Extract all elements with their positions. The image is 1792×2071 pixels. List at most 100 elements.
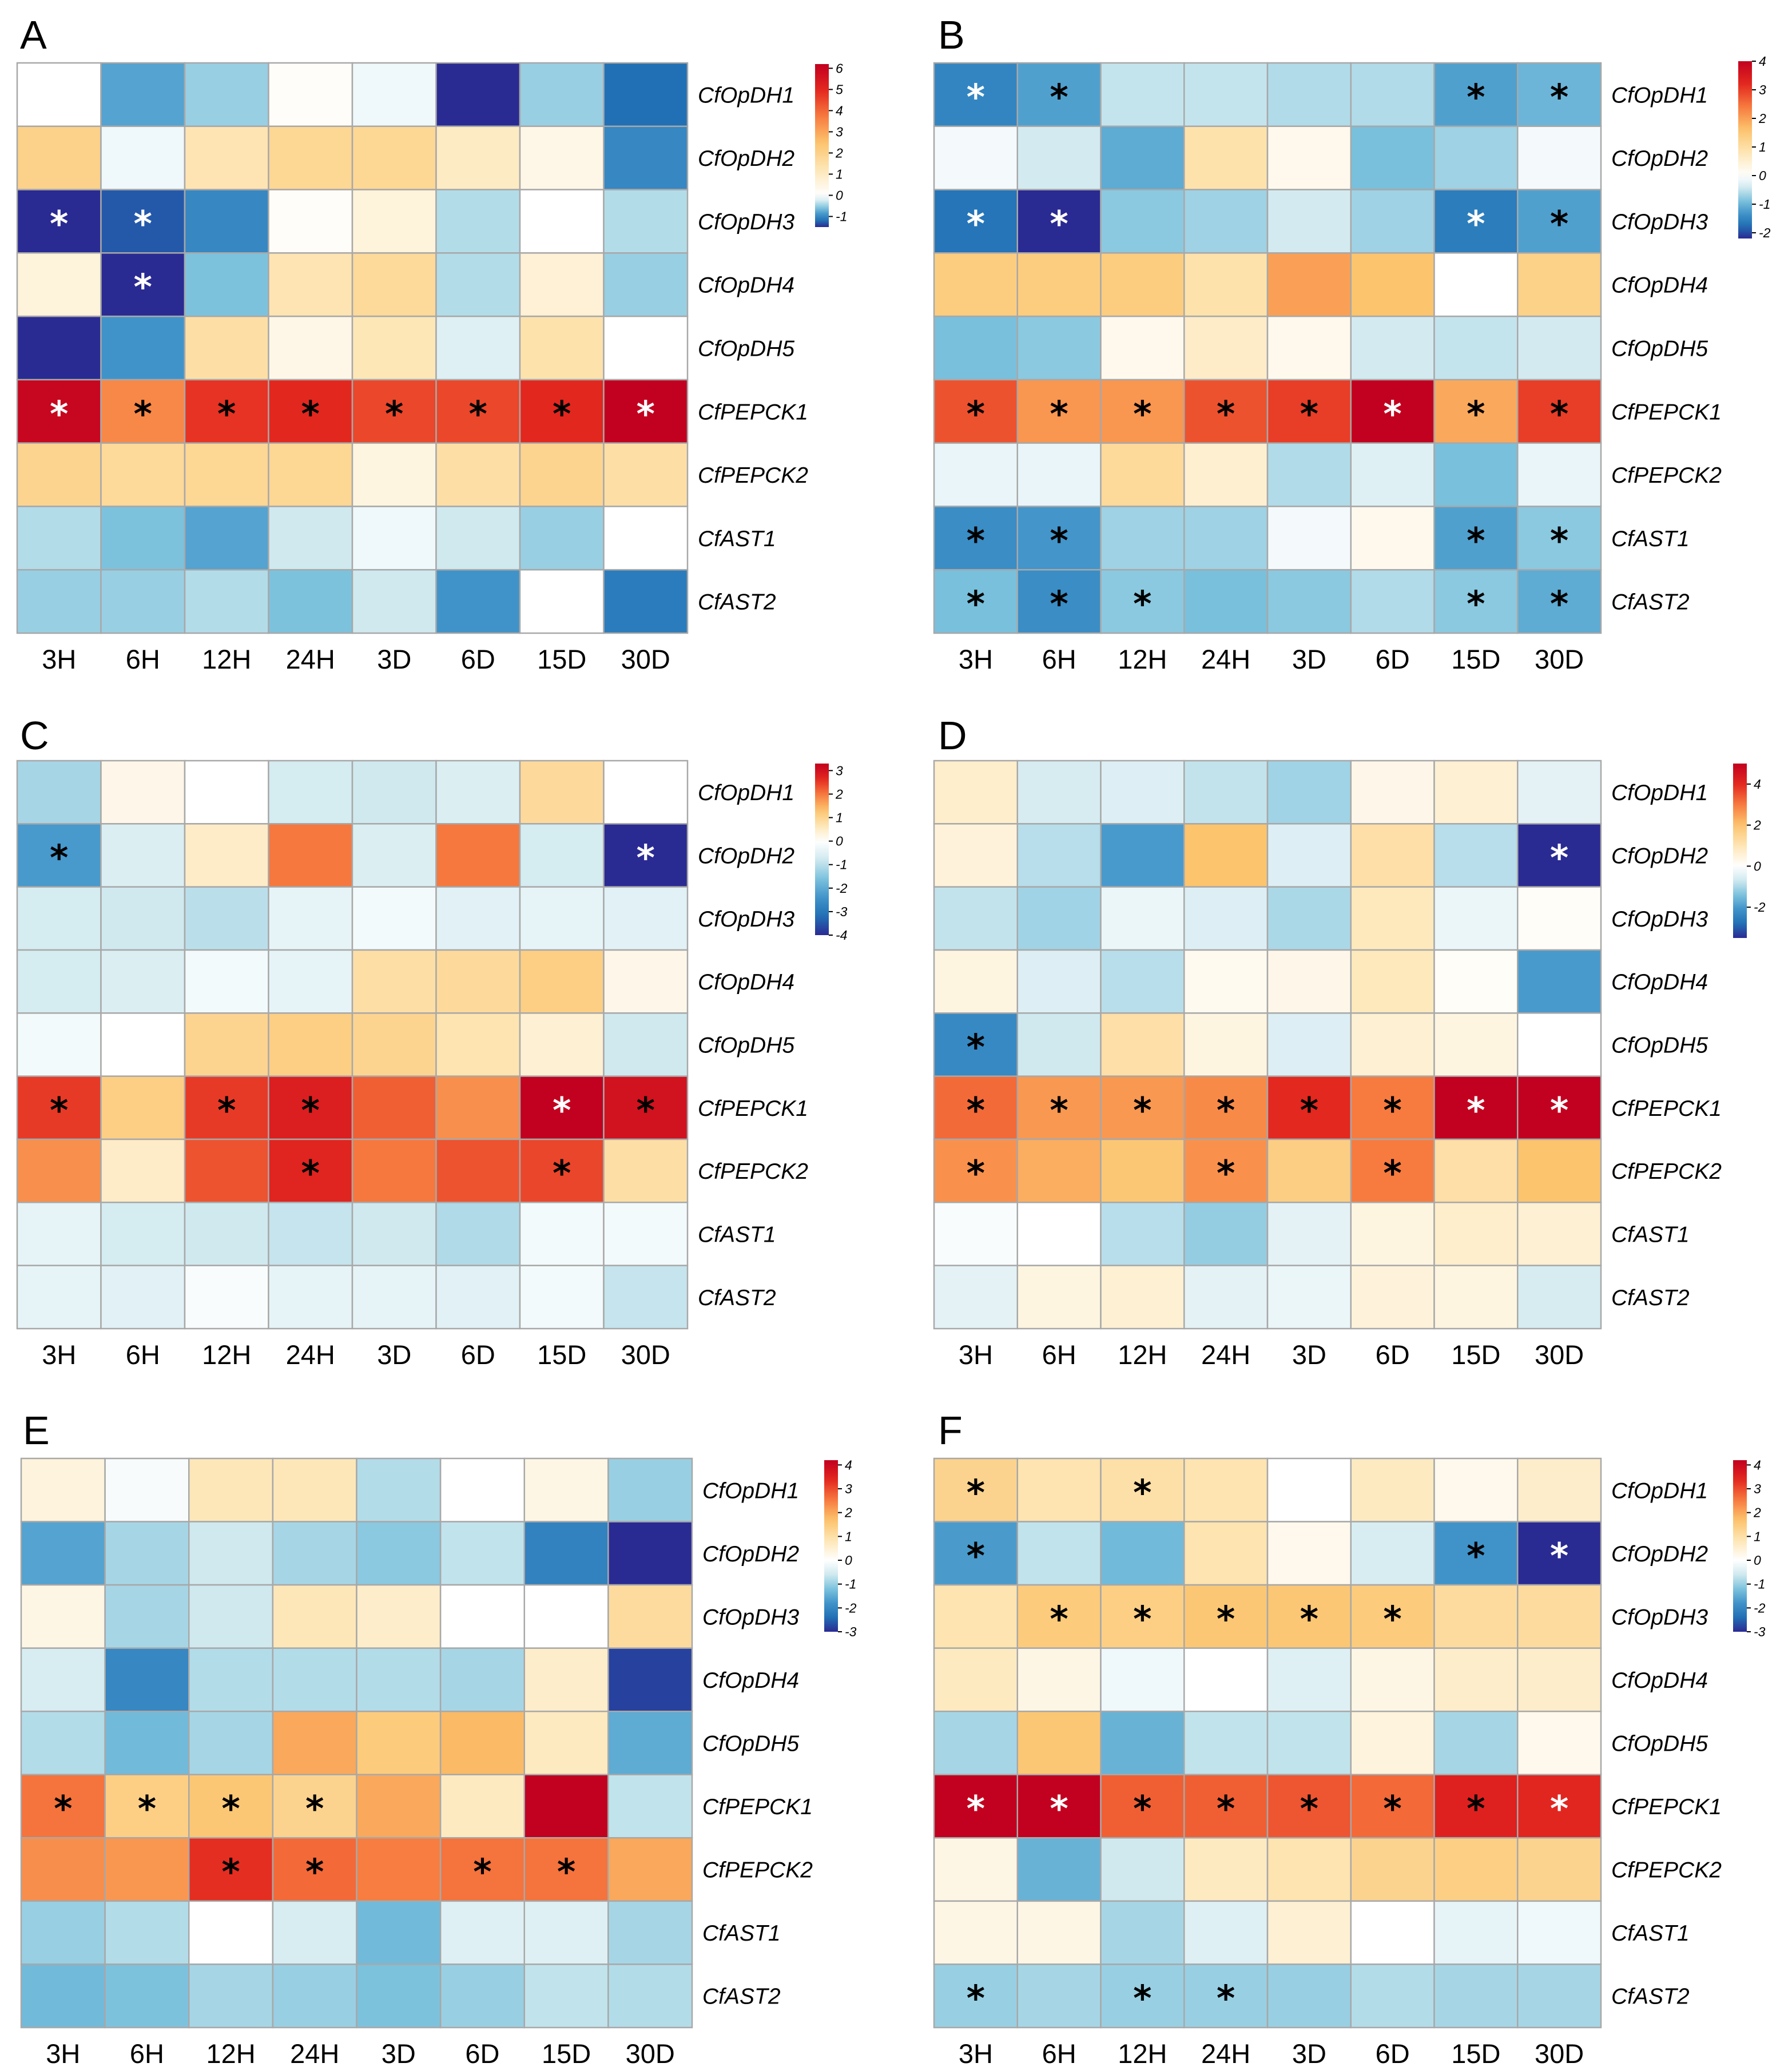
significance-marker: *: [1133, 393, 1151, 435]
heatmap-panel-e: E * * * * * * * * CfOpDH1 CfOpDH2 CfOpDH3 CfOpDH4 CfO…: [20, 1408, 857, 2069]
significance-marker: *: [1133, 1598, 1151, 1640]
heatmap-cell: [1100, 1138, 1185, 1203]
heatmap-cell: [1433, 1265, 1519, 1330]
heatmap-cell: [272, 1647, 357, 1712]
heatmap-cell: [188, 1457, 274, 1523]
significance-marker: *: [1383, 1152, 1401, 1194]
heatmap-cell: [1350, 1900, 1435, 1965]
heatmap-cell: [272, 1521, 357, 1586]
heatmap-cell: [439, 1457, 525, 1523]
heatmap-cell: [603, 569, 689, 634]
significance-marker: *: [134, 393, 152, 435]
heatmap-cell: [20, 1647, 106, 1712]
heatmap-cell: [184, 506, 269, 571]
column-label: 30D: [621, 644, 670, 674]
colorbar: [815, 764, 829, 935]
heatmap-cell: [933, 760, 1018, 825]
row-label: CfOpDH3: [698, 907, 794, 932]
heatmap-cell: [1016, 315, 1102, 381]
heatmap-cell: [1100, 949, 1185, 1014]
panel-letter: F: [938, 1408, 963, 1453]
heatmap-cell: [1016, 886, 1102, 951]
heatmap-cell: [268, 886, 353, 951]
heatmap-cell: [933, 1900, 1018, 1965]
colorbar-tick-label: -2: [845, 1600, 857, 1615]
heatmap-cell: [20, 1457, 106, 1523]
heatmap-cell: [1183, 506, 1269, 571]
significance-marker: *: [1383, 1598, 1401, 1640]
heatmap-cell: [1016, 125, 1102, 190]
significance-marker: *: [1050, 583, 1068, 625]
row-label: CfOpDH5: [1611, 1732, 1708, 1756]
row-label: CfOpDH5: [698, 337, 794, 361]
colorbar-tick-label: 2: [835, 786, 843, 801]
heatmap-cell: [1266, 1202, 1352, 1266]
heatmap-cell: [100, 1138, 186, 1203]
heatmap-cell: [1433, 1837, 1519, 1902]
heatmap-cell: [1016, 1963, 1102, 2029]
heatmap-cell: [356, 1774, 442, 1839]
heatmap-cell: [1517, 1202, 1602, 1266]
heatmap-cell: [184, 886, 269, 951]
heatmap-cell: [1517, 886, 1602, 951]
heatmap-panel-f: F* ** * ** * * * ** * * * * * * ** * *CfOpDH1CfOpDH2CfOp…: [933, 1408, 1766, 2069]
heatmap-cell: [1183, 379, 1269, 444]
column-label: 3D: [377, 1339, 411, 1370]
significance-marker: *: [221, 1788, 240, 1830]
heatmap-cell: [1350, 1774, 1435, 1839]
heatmap-cell: [1100, 760, 1185, 825]
significance-marker: *: [1050, 1090, 1068, 1131]
panel-letter: D: [938, 713, 967, 758]
column-label: 24H: [1201, 2038, 1250, 2069]
heatmap-cell: [435, 1265, 521, 1330]
column-label: 3H: [42, 1339, 76, 1370]
column-label: 15D: [1451, 2038, 1500, 2069]
significance-marker: *: [473, 1851, 491, 1893]
row-label: CfAST2: [698, 1286, 776, 1310]
heatmap-cell: [519, 1012, 605, 1077]
heatmap-cell: [603, 442, 689, 507]
heatmap-cell: [435, 1138, 521, 1203]
heatmap-cell: [184, 1202, 269, 1266]
heatmap-cell: [16, 189, 102, 254]
heatmap-cell: [1517, 442, 1602, 507]
heatmap-cell: [184, 442, 269, 507]
heatmap-cell: [184, 189, 269, 254]
heatmap-cell: [351, 442, 437, 507]
heatmap-cell: [1016, 1584, 1102, 1649]
heatmap-cell: [1183, 1521, 1269, 1586]
heatmap-cell: [439, 1837, 525, 1902]
heatmap-cell: [1183, 1710, 1269, 1776]
column-label: 30D: [1535, 1339, 1584, 1370]
heatmap-cell: [16, 886, 102, 951]
significance-marker: *: [221, 1851, 240, 1893]
heatmap-cell: [1016, 1900, 1102, 1965]
column-label: 15D: [1451, 644, 1500, 674]
column-label: 24H: [1201, 1339, 1250, 1370]
heatmap-cell: [1100, 1963, 1185, 2029]
heatmap-cell: [1517, 379, 1602, 444]
row-label: CfAST1: [1611, 1921, 1690, 1946]
heatmap-cell: [933, 1584, 1018, 1649]
heatmap-cell: [268, 62, 353, 128]
row-label: CfPEPCK1: [1611, 400, 1722, 424]
heatmap-cell: [1433, 1584, 1519, 1649]
colorbar-tick-label: -3: [1754, 1624, 1766, 1639]
column-label: 6D: [461, 644, 495, 674]
row-label: CfOpDH4: [702, 1668, 799, 1693]
heatmap-cell: [435, 1075, 521, 1140]
heatmap-cell: [439, 1584, 525, 1649]
heatmap-cell: [356, 1837, 442, 1902]
heatmap-cell: [1517, 1837, 1602, 1902]
heatmap-cell: [16, 949, 102, 1014]
heatmap-cell: [933, 1138, 1018, 1203]
heatmap-cell: [435, 760, 521, 825]
heatmap-cell: [1100, 823, 1185, 888]
heatmap-cell: [523, 1774, 609, 1839]
heatmap-cell: [933, 252, 1018, 317]
column-label: 6D: [461, 1339, 495, 1370]
heatmap-cell: [100, 442, 186, 507]
row-label: CfAST2: [1611, 1985, 1690, 2009]
heatmap-cell: [519, 760, 605, 825]
panel-letter: C: [20, 713, 49, 758]
